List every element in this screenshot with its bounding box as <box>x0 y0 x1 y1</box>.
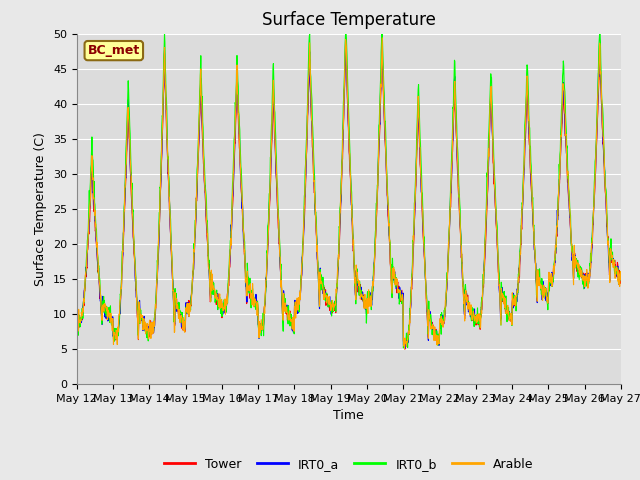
Line: IRT0_a: IRT0_a <box>77 41 621 348</box>
Tower <box>401 346 409 352</box>
Arable <box>255 324 262 330</box>
IRT0_a <box>553 225 561 231</box>
Line: IRT0_b: IRT0_b <box>77 34 621 348</box>
IRT0_b <box>553 224 561 229</box>
Arable <box>617 276 625 282</box>
IRT0_b <box>617 271 625 277</box>
Legend: Tower, IRT0_a, IRT0_b, Arable: Tower, IRT0_a, IRT0_b, Arable <box>159 453 538 476</box>
Arable <box>505 314 513 320</box>
IRT0_a <box>194 159 202 165</box>
Tower <box>194 165 202 171</box>
Tower <box>505 316 513 322</box>
IRT0_b <box>73 308 81 313</box>
IRT0_a <box>180 323 188 328</box>
IRT0_b <box>195 143 202 148</box>
Title: Surface Temperature: Surface Temperature <box>262 11 436 29</box>
Line: Arable: Arable <box>77 38 621 349</box>
Line: Tower: Tower <box>77 41 621 349</box>
IRT0_b <box>399 345 407 351</box>
Tower <box>180 324 188 329</box>
Arable <box>553 223 561 229</box>
IRT0_a <box>73 327 81 333</box>
Arable <box>401 346 408 352</box>
IRT0_a <box>401 346 409 351</box>
Text: BC_met: BC_met <box>88 44 140 57</box>
IRT0_a <box>434 339 442 345</box>
Tower <box>73 312 81 318</box>
Arable <box>73 320 81 325</box>
Tower <box>434 338 442 344</box>
Tower <box>617 279 625 285</box>
Y-axis label: Surface Temperature (C): Surface Temperature (C) <box>35 132 47 286</box>
IRT0_b <box>255 324 263 330</box>
IRT0_a <box>617 277 625 283</box>
Tower <box>553 234 561 240</box>
IRT0_b <box>161 31 168 36</box>
Arable <box>378 35 386 41</box>
IRT0_a <box>342 38 349 44</box>
Arable <box>180 329 188 335</box>
Arable <box>434 333 442 338</box>
IRT0_b <box>434 342 442 348</box>
X-axis label: Time: Time <box>333 409 364 422</box>
IRT0_b <box>505 313 513 319</box>
IRT0_a <box>505 310 513 315</box>
Arable <box>194 162 202 168</box>
Tower <box>255 322 262 328</box>
IRT0_a <box>255 322 262 327</box>
IRT0_b <box>181 321 189 327</box>
Tower <box>342 38 350 44</box>
